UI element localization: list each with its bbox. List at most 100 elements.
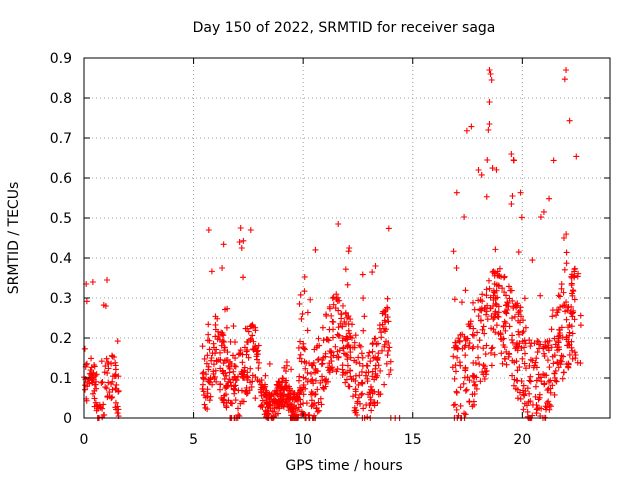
data-point [323,336,330,343]
data-point [317,395,324,402]
data-point [255,359,262,366]
data-point [520,391,527,398]
data-point [367,396,374,403]
data-point [483,292,490,299]
data-point [571,349,578,356]
data-point [238,387,245,394]
data-point [385,318,392,325]
data-point [228,400,235,407]
data-point [521,360,528,367]
data-point [326,305,333,312]
data-point [497,335,504,342]
data-point [546,195,553,202]
data-point [308,389,315,396]
data-point [369,340,376,347]
data-point [549,353,556,360]
data-point [457,362,464,369]
data-point [221,357,228,364]
data-point [261,411,268,418]
data-point [254,356,261,363]
data-point [521,400,528,407]
data-point [563,67,570,73]
data-point [469,331,476,338]
data-point [259,381,266,388]
data-point [486,121,493,127]
data-point [224,305,231,312]
data-point [545,342,552,349]
data-point [311,391,318,398]
data-point [489,165,496,172]
data-point [352,391,359,398]
data-point [358,368,365,375]
data-point [500,274,507,281]
data-point [462,365,469,372]
data-point [300,344,307,351]
data-point [355,381,362,388]
data-point [449,364,456,371]
data-point [316,342,323,349]
data-point [249,332,256,339]
data-point [105,360,112,367]
data-point [235,411,242,418]
data-point [479,326,486,333]
data-point [103,355,110,362]
data-point [505,353,512,360]
y-tick-label: 0.3 [50,291,72,307]
data-point [536,394,543,401]
data-point [367,386,374,393]
data-point [343,333,350,340]
data-point [521,392,528,399]
data-point [375,350,382,357]
data-point [460,380,467,387]
data-point [450,353,457,360]
data-point [297,291,304,298]
data-point [377,391,384,398]
data-point [374,340,381,347]
data-point [356,372,363,379]
data-point [221,338,228,345]
data-point [372,370,379,377]
data-point [481,330,488,337]
data-point [385,225,392,232]
data-point [549,313,556,320]
data-point [383,360,390,367]
data-point [206,346,213,353]
data-point [82,376,89,383]
data-point [319,324,326,331]
x-tick-label: 0 [80,432,89,448]
data-point [566,117,573,124]
data-point [529,257,536,264]
data-point [458,299,465,306]
data-point [332,305,339,312]
data-point [339,302,346,309]
data-point [473,385,480,392]
data-point [280,375,287,382]
data-point [514,377,521,384]
data-point [497,330,504,337]
data-point [520,317,527,324]
data-point [509,297,516,304]
data-point [487,294,494,301]
data-point [321,377,328,384]
data-point [490,287,497,294]
data-point [218,395,225,402]
data-point [335,324,342,331]
data-point [101,411,108,418]
data-point [551,391,558,398]
data-point [223,324,230,331]
data-point [453,406,460,413]
data-point [201,355,208,362]
data-point [88,364,95,371]
data-point [212,313,219,320]
data-point [329,364,336,371]
data-point [273,389,280,396]
data-point [208,268,215,275]
data-point [88,355,95,362]
data-point [483,311,490,318]
data-point [209,350,216,357]
data-point [102,384,109,391]
data-point [483,342,490,349]
data-point [485,127,492,133]
data-point [286,403,293,410]
data-point [300,400,307,407]
